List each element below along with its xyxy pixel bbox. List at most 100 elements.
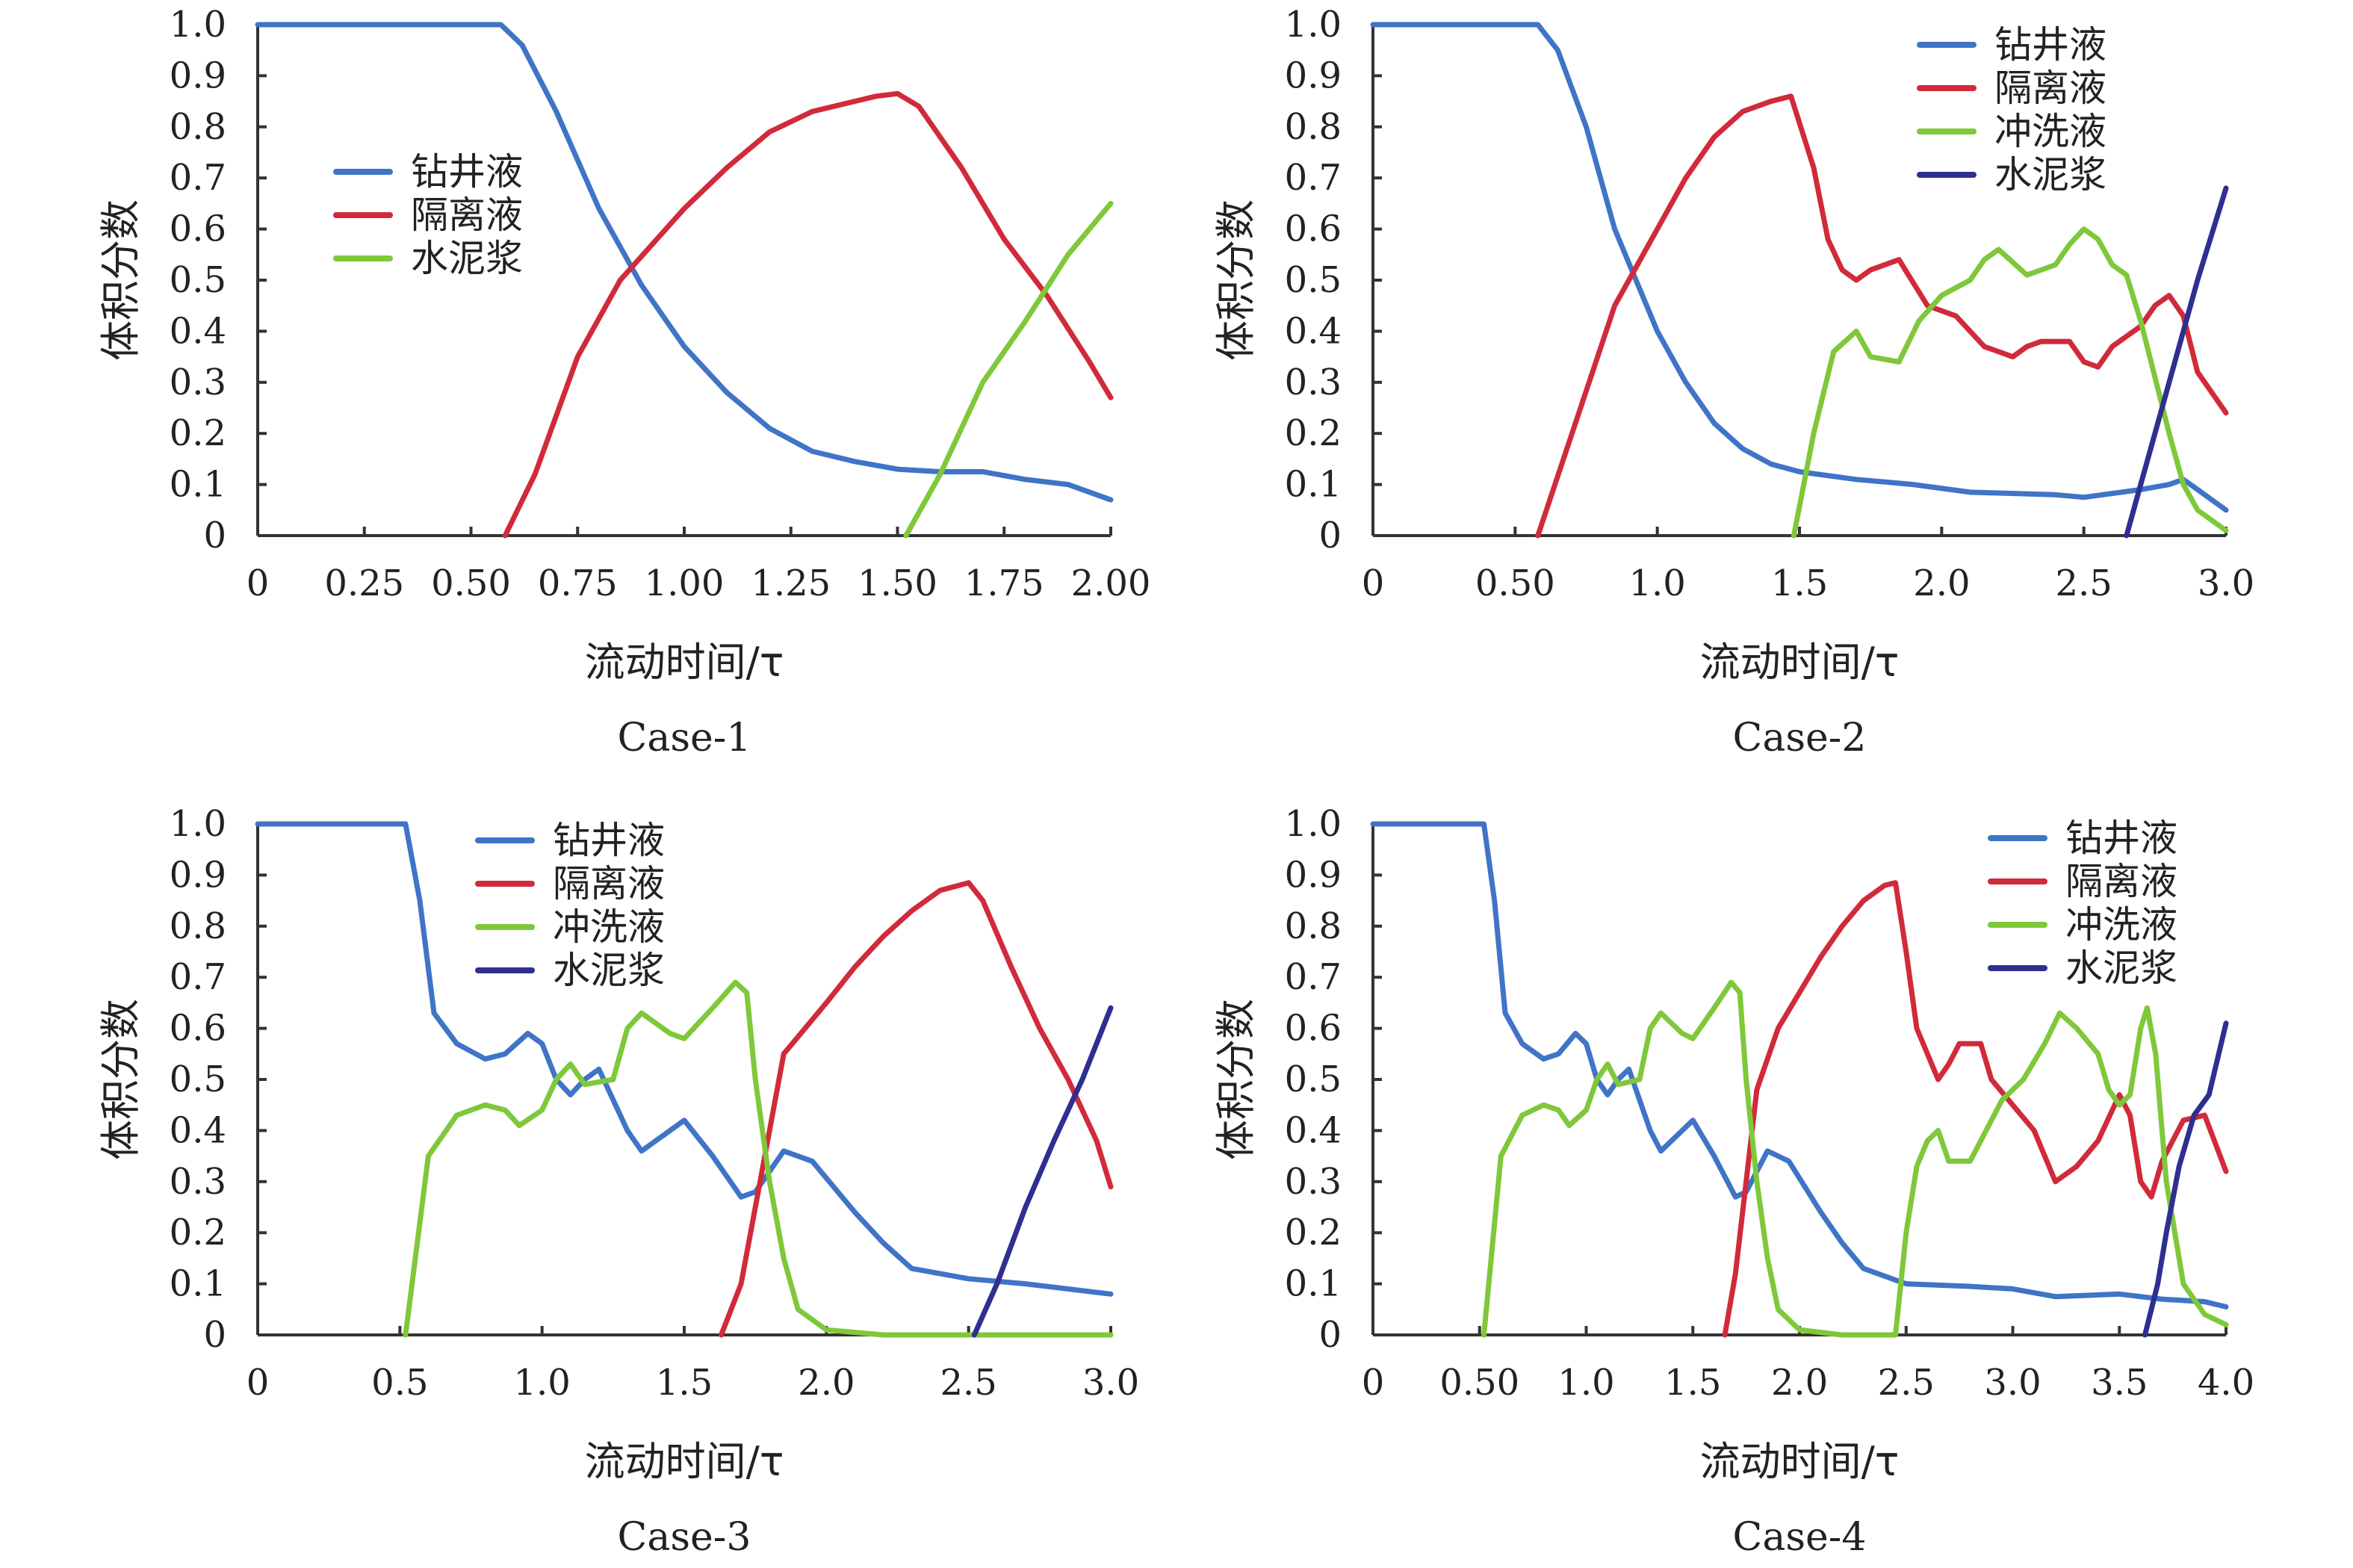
- y-tick-label: 0.6: [1285, 1008, 1342, 1050]
- y-tick-label: 0.8: [1285, 106, 1342, 148]
- x-tick-label: 1.0: [513, 1362, 570, 1404]
- x-axis-label: 流动时间/τ: [585, 639, 784, 686]
- chart-caption: Case-3: [618, 1515, 751, 1560]
- y-tick-label: 0.6: [1285, 208, 1342, 250]
- y-tick-label: 0: [203, 1314, 226, 1356]
- x-tick-label: 1.75: [964, 563, 1044, 604]
- x-tick-label: 1.5: [1771, 563, 1828, 604]
- x-tick-label: 3.0: [1082, 1362, 1139, 1404]
- x-tick-label: 0.50: [1439, 1362, 1519, 1404]
- legend-entry: 钻井液: [553, 819, 665, 862]
- x-tick-label: 0: [1362, 563, 1385, 604]
- y-tick-label: 0.4: [1285, 310, 1342, 352]
- y-tick-label: 0.6: [170, 208, 226, 250]
- y-tick-label: 0.7: [1285, 956, 1342, 998]
- y-tick-label: 1.0: [170, 803, 226, 845]
- y-tick-label: 0.2: [170, 1212, 226, 1254]
- x-tick-label: 1.0: [1628, 563, 1685, 604]
- y-tick-label: 0.9: [170, 854, 226, 896]
- series-line: [2142, 1020, 2229, 1338]
- y-tick-label: 0.7: [1285, 157, 1342, 199]
- legend-entry: 水泥浆: [2065, 946, 2177, 990]
- legend-entry: 冲洗液: [2065, 903, 2177, 946]
- legend-entry: 水泥浆: [1994, 153, 2106, 196]
- y-tick-label: 0.5: [170, 259, 226, 301]
- series-line: [971, 1005, 1114, 1338]
- y-tick-label: 0.5: [170, 1059, 226, 1100]
- legend-entry: 隔离液: [1994, 66, 2106, 110]
- x-axis-label: 流动时间/τ: [1700, 639, 1900, 686]
- y-tick-label: 0.8: [170, 905, 226, 947]
- chart-panel-2: 0 0.1 0.2 0.3 0.4 0.5 0.6 0.7 0.8 0.9 1.0 0 0.50 1.0 1…: [1212, 4, 2254, 760]
- y-tick-label: 0.3: [1285, 1161, 1342, 1203]
- y-tick-label: 0.8: [1285, 905, 1342, 947]
- y-tick-label: 0.2: [170, 412, 226, 454]
- series-line: [403, 979, 1114, 1338]
- chart-caption: Case-1: [618, 716, 751, 760]
- x-axis-label: 流动时间/τ: [1700, 1438, 1900, 1485]
- y-tick-label: 0.1: [1285, 1263, 1342, 1305]
- series-line: [255, 821, 1114, 1297]
- x-tick-label: 0.5: [371, 1362, 428, 1404]
- series-line: [1791, 226, 2229, 539]
- legend-entry: 钻井液: [2065, 816, 2177, 860]
- y-tick-label: 0.3: [170, 1161, 226, 1203]
- y-tick-label: 0.9: [1285, 854, 1342, 896]
- legend-entry: 隔离液: [411, 193, 523, 237]
- y-tick-label: 0.2: [1285, 1212, 1342, 1254]
- legend-entry: 冲洗液: [1994, 110, 2106, 153]
- y-tick-label: 0.9: [170, 55, 226, 96]
- legend-entry: 水泥浆: [553, 949, 665, 992]
- y-axis-label: 体积分数: [1212, 999, 1259, 1160]
- x-tick-label: 3.0: [1984, 1362, 2041, 1404]
- x-tick-label: 1.0: [1557, 1362, 1614, 1404]
- legend-entry: 冲洗液: [553, 905, 665, 949]
- x-tick-label: 4.0: [2198, 1362, 2254, 1404]
- series-line: [1722, 880, 2229, 1338]
- x-axis-label: 流动时间/τ: [585, 1438, 784, 1485]
- x-tick-label: 2.0: [798, 1362, 855, 1404]
- x-tick-label: 0: [247, 1362, 270, 1404]
- series-line: [1535, 93, 2229, 539]
- chart-caption: Case-4: [1733, 1515, 1867, 1560]
- series-line: [1370, 22, 2229, 513]
- legend-entry: 钻井液: [411, 150, 523, 193]
- x-tick-label: 1.25: [751, 563, 831, 604]
- y-axis-label: 体积分数: [97, 199, 144, 361]
- x-tick-label: 2.0: [1771, 1362, 1828, 1404]
- y-tick-label: 0: [1318, 1314, 1342, 1356]
- y-tick-label: 1.0: [1285, 4, 1342, 46]
- y-tick-label: 0.3: [1285, 362, 1342, 403]
- y-tick-label: 0.7: [170, 956, 226, 998]
- y-tick-label: 0.5: [1285, 259, 1342, 301]
- y-tick-label: 0.6: [170, 1008, 226, 1050]
- x-tick-label: 2.5: [940, 1362, 996, 1404]
- chart-caption: Case-2: [1733, 716, 1867, 760]
- y-tick-label: 0.4: [170, 1109, 226, 1151]
- x-tick-label: 0: [1362, 1362, 1385, 1404]
- x-tick-label: 0: [247, 563, 270, 604]
- y-tick-label: 0: [1318, 515, 1342, 557]
- y-tick-label: 0.5: [1285, 1059, 1342, 1100]
- legend-entry: 钻井液: [1994, 23, 2106, 66]
- y-tick-label: 0: [203, 515, 226, 557]
- series-line: [255, 22, 1114, 503]
- y-tick-label: 0.2: [1285, 412, 1342, 454]
- legend-entry: 隔离液: [2065, 860, 2177, 903]
- y-tick-label: 0.8: [170, 106, 226, 148]
- x-tick-label: 2.5: [2055, 563, 2112, 604]
- y-tick-label: 0.7: [170, 157, 226, 199]
- x-tick-label: 0.75: [538, 563, 618, 604]
- x-tick-label: 2.00: [1071, 563, 1151, 604]
- y-tick-label: 0.4: [170, 310, 226, 352]
- series-line: [1370, 821, 2229, 1310]
- y-tick-label: 0.9: [1285, 55, 1342, 96]
- y-tick-label: 1.0: [1285, 803, 1342, 845]
- chart-panel-1: 00.10.20.30.40.50.60.70.80.91.00 0.25 0.50…: [97, 4, 1150, 760]
- y-tick-label: 0.3: [170, 362, 226, 403]
